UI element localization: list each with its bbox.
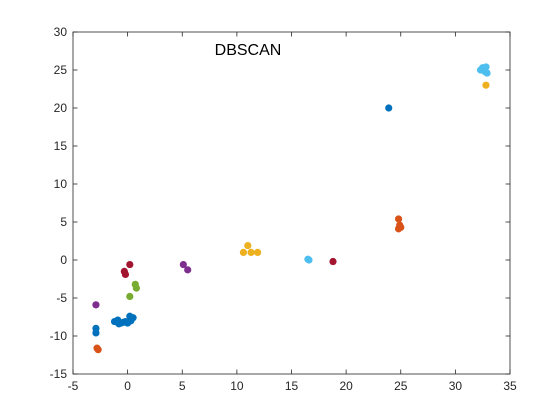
data-point [133,285,140,292]
data-point [482,63,489,70]
data-point [126,293,133,300]
y-tick-label: 0 [60,253,67,267]
y-tick-label: 30 [54,25,68,39]
x-tick-label: 25 [394,379,408,393]
y-tick-label: 15 [54,139,68,153]
data-point [385,104,392,111]
data-point [240,249,247,256]
data-point [397,224,404,231]
y-tick-label: 25 [54,63,68,77]
data-point [244,242,251,249]
y-tick-label: -5 [56,291,67,305]
data-point [92,329,99,336]
x-tick-label: 10 [230,379,244,393]
data-point [329,258,336,265]
data-point [254,249,261,256]
y-tick-label: 10 [54,177,68,191]
data-point [92,301,99,308]
x-tick-label: 20 [339,379,353,393]
data-point [184,266,191,273]
data-point [95,346,102,353]
x-tick-label: 5 [179,379,186,393]
x-tick-label: 30 [449,379,463,393]
data-point [126,261,133,268]
y-tick-label: 20 [54,101,68,115]
x-tick-label: 15 [285,379,299,393]
data-point [129,314,136,321]
chart-title: DBSCAN [215,42,282,59]
data-point [395,215,402,222]
data-point [122,271,129,278]
data-point [247,249,254,256]
y-tick-label: -15 [50,367,68,381]
x-tick-label: -5 [68,379,79,393]
x-tick-label: 35 [503,379,517,393]
data-point [305,256,312,263]
y-tick-label: 5 [60,215,67,229]
y-tick-label: -10 [50,329,68,343]
data-point [483,69,490,76]
x-tick-label: 0 [124,379,131,393]
data-point [482,82,489,89]
